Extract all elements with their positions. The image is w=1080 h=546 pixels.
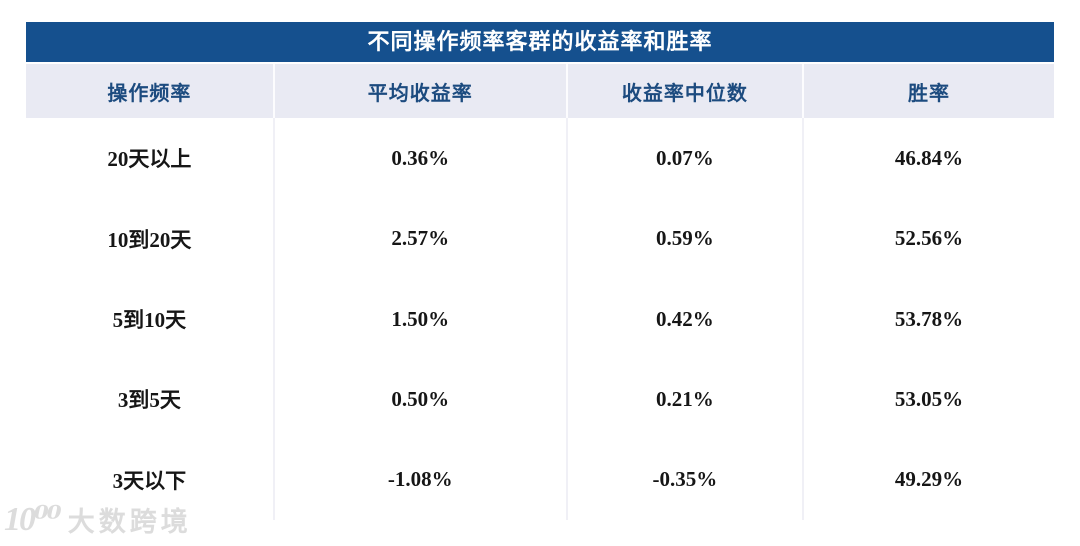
table-row: 20天以上 0.36% 0.07% 46.84% [26, 118, 1054, 199]
cell-win-rate: 46.84% [802, 118, 1054, 199]
table-title: 不同操作频率客群的收益率和胜率 [26, 22, 1054, 62]
10100-logo-icon: 10⁰⁰ [4, 500, 62, 538]
cell-win-rate: 53.05% [802, 359, 1054, 440]
cell-median-return: 0.07% [565, 118, 802, 199]
frequency-returns-table: 不同操作频率客群的收益率和胜率 操作频率 平均收益率 收益率中位数 胜率 20天… [26, 22, 1054, 521]
header-average-return: 平均收益率 [272, 64, 566, 118]
cell-average-return: -1.08% [272, 439, 566, 521]
cell-win-rate: 49.29% [802, 439, 1054, 521]
table-header-row: 操作频率 平均收益率 收益率中位数 胜率 [26, 64, 1054, 118]
cell-frequency: 3天以下 [112, 468, 187, 493]
cell-median-return: 0.21% [565, 359, 802, 440]
cell-frequency: 5到10天 [112, 308, 187, 333]
cell-average-return: 0.50% [272, 359, 566, 440]
table-row: 3天以下 -1.08% -0.35% 49.29% [26, 439, 1054, 521]
table-body: 20天以上 0.36% 0.07% 46.84% 10到20天 2.57% 0.… [26, 118, 1054, 521]
cell-win-rate: 52.56% [802, 198, 1054, 279]
header-operation-frequency: 操作频率 [107, 82, 192, 105]
table-row: 10到20天 2.57% 0.59% 52.56% [26, 198, 1054, 279]
watermark: 10⁰⁰ 大数跨境 [4, 500, 192, 539]
cell-median-return: 0.42% [565, 278, 802, 360]
table-row: 3到5天 0.50% 0.21% 53.05% [26, 359, 1054, 440]
cell-frequency: 3到5天 [117, 388, 181, 413]
header-median-return: 收益率中位数 [565, 64, 802, 118]
cell-median-return: -0.35% [565, 439, 802, 521]
cell-average-return: 1.50% [272, 278, 566, 360]
header-win-rate: 胜率 [802, 64, 1054, 118]
cell-frequency: 10到20天 [107, 227, 192, 252]
cell-median-return: 0.59% [565, 198, 802, 279]
cell-frequency: 20天以上 [107, 147, 192, 172]
cell-average-return: 0.36% [272, 118, 566, 199]
table-row: 5到10天 1.50% 0.42% 53.78% [26, 278, 1054, 360]
cell-average-return: 2.57% [272, 198, 566, 279]
cell-win-rate: 53.78% [802, 278, 1054, 360]
watermark-text: 大数跨境 [67, 507, 192, 537]
